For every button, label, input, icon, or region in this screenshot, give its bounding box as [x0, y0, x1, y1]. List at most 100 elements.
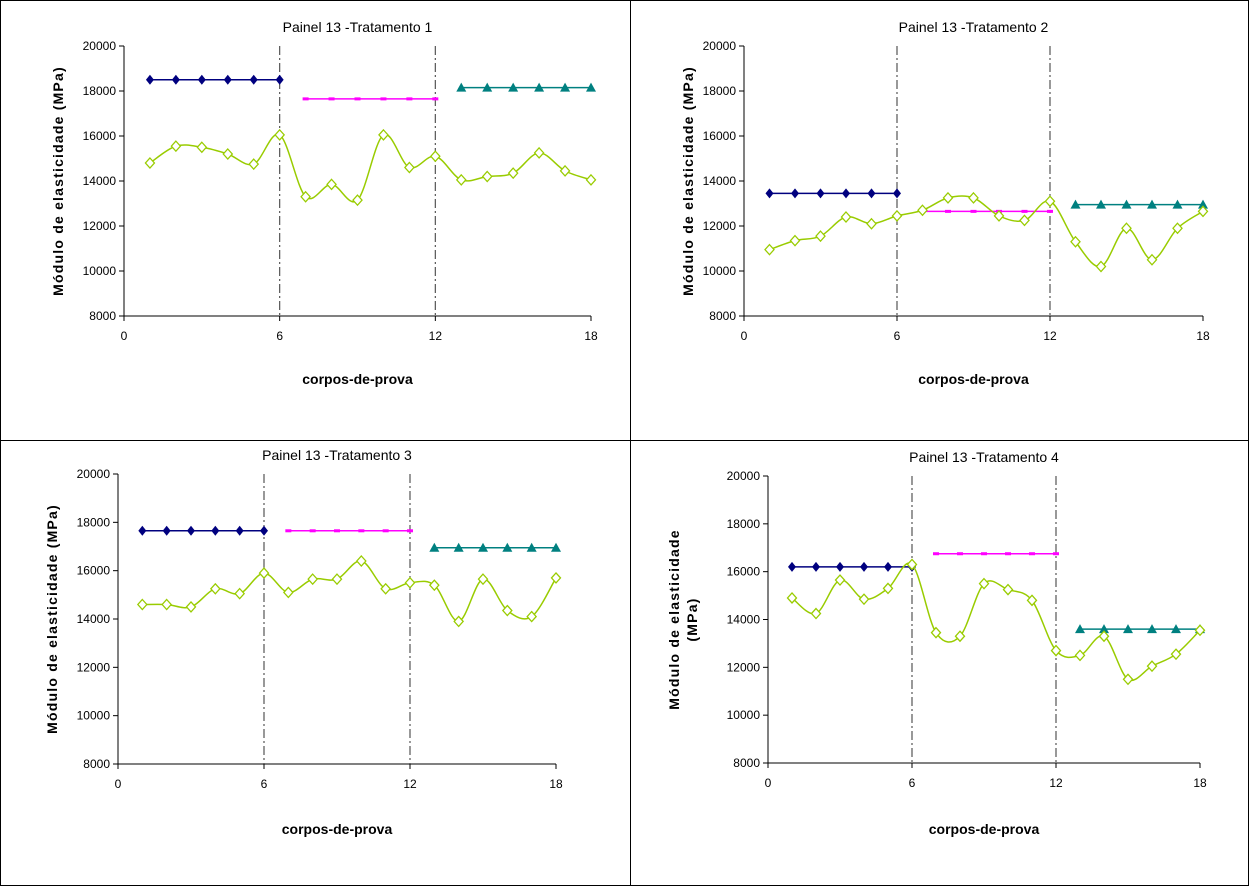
dash-marker — [309, 529, 316, 533]
diamond-marker — [211, 525, 220, 536]
y-tick-label: 14000 — [727, 613, 761, 627]
y-axis-label: Módulo de elasticidade (MPa) — [50, 66, 66, 296]
x-tick-label: 0 — [741, 329, 748, 343]
diamond-marker — [260, 525, 268, 536]
y-tick-label: 14000 — [77, 612, 111, 626]
y-tick-label: 8000 — [83, 757, 110, 771]
dash-marker — [1029, 552, 1035, 556]
dash-marker — [382, 529, 389, 533]
open-diamond-marker — [1146, 253, 1158, 266]
open-diamond-marker — [930, 626, 942, 639]
open-diamond-marker — [891, 209, 903, 222]
open-diamond-marker — [326, 178, 337, 191]
dash-marker — [407, 529, 413, 533]
open-diamond-marker — [380, 582, 392, 595]
x-tick-label: 0 — [115, 777, 122, 791]
chart-panel-3: Painel 13 -Tratamento 3 8000 10000 12000 140… — [0, 440, 631, 886]
diamond-marker — [235, 525, 244, 536]
triangle-marker — [560, 82, 571, 92]
open-diamond-marker — [858, 593, 870, 606]
chart-2: Painel 13 -Tratamento 2 8000 10000 12000 140… — [680, 19, 1210, 387]
diamond-marker — [249, 74, 258, 85]
x-tick-label: 18 — [549, 777, 563, 791]
x-axis-label: corpos-de-prova — [929, 821, 1040, 837]
open-diamond-marker — [917, 204, 928, 217]
open-diamond-marker — [786, 592, 798, 604]
chart-title: Painel 13 -Tratamento 3 — [262, 447, 412, 463]
y-tick-label: 12000 — [703, 219, 737, 233]
y-axis-label: Módulo de elasticidade (MPa) — [680, 66, 696, 296]
open-diamond-marker — [234, 587, 246, 600]
triangle-marker — [453, 542, 464, 552]
diamond-marker — [893, 188, 901, 199]
x-tick-label: 6 — [276, 329, 283, 343]
chart-1: Painel 13 -Tratamento 1 8000 10000 12000 140… — [50, 19, 598, 387]
open-diamond-marker — [882, 582, 894, 595]
chart-3: Painel 13 -Tratamento 3 8000 10000 12000 140… — [44, 447, 563, 837]
x-axis-label: corpos-de-prova — [918, 371, 1029, 387]
triangle-marker — [502, 542, 513, 552]
y-tick-label: 18000 — [77, 515, 111, 529]
diamond-marker — [867, 188, 876, 199]
y-tick-label: 8000 — [709, 309, 736, 323]
y-tick-label: 18000 — [703, 84, 737, 98]
open-diamond-marker — [209, 582, 221, 595]
dash-marker — [334, 529, 340, 533]
open-diamond-marker — [978, 577, 990, 590]
x-tick-label: 18 — [1193, 776, 1207, 790]
y-tick-label: 16000 — [727, 565, 761, 579]
x-tick-label: 0 — [765, 776, 772, 790]
open-diamond-marker — [1121, 222, 1132, 235]
y-tick-label: 16000 — [77, 564, 111, 578]
open-diamond-marker — [477, 573, 489, 586]
triangle-marker — [586, 82, 596, 92]
triangle-marker — [1121, 199, 1132, 209]
open-diamond-marker — [559, 164, 571, 177]
x-tick-label: 6 — [909, 776, 916, 790]
triangle-marker — [551, 542, 561, 552]
open-diamond-marker — [136, 598, 148, 611]
triangle-marker — [482, 82, 493, 92]
triangle-marker — [1147, 624, 1157, 634]
y-tick-label: 16000 — [703, 129, 737, 143]
y-tick-label: 10000 — [727, 708, 761, 722]
triangle-marker — [1147, 199, 1157, 209]
y-tick-label: 8000 — [89, 309, 116, 323]
dash-marker — [1021, 209, 1028, 213]
series-line-4 — [769, 195, 1204, 268]
triangle-marker — [1123, 624, 1133, 634]
x-tick-label: 6 — [261, 777, 268, 791]
triangle-marker — [456, 82, 467, 92]
triangle-marker — [429, 542, 440, 552]
open-diamond-marker — [161, 598, 173, 611]
y-tick-label: 14000 — [83, 174, 117, 188]
triangle-marker — [1070, 199, 1081, 209]
open-diamond-marker — [1146, 660, 1158, 673]
dash-marker — [354, 97, 361, 101]
open-diamond-marker — [331, 573, 343, 586]
open-diamond-marker — [404, 576, 416, 589]
open-diamond-marker — [248, 158, 260, 171]
chart-4: Painel 13 -Tratamento 4 8000 10000 12000 140… — [666, 449, 1207, 837]
open-diamond-marker — [1074, 649, 1086, 662]
x-tick-label: 0 — [121, 329, 128, 343]
open-diamond-marker — [144, 157, 156, 169]
diamond-marker — [860, 561, 868, 572]
open-diamond-marker — [942, 191, 954, 204]
diamond-marker — [816, 188, 825, 199]
open-diamond-marker — [1095, 260, 1107, 273]
y-tick-label: 14000 — [703, 174, 737, 188]
diamond-marker — [138, 525, 147, 536]
x-tick-label: 12 — [429, 329, 443, 343]
open-diamond-marker — [501, 604, 513, 617]
diamond-marker — [788, 561, 796, 572]
y-tick-label: 12000 — [83, 219, 117, 233]
y-axis-label: Módulo de elasticidade (MPa) — [44, 504, 60, 734]
open-diamond-marker — [352, 194, 363, 207]
x-tick-label: 12 — [1043, 329, 1057, 343]
dash-marker — [1047, 209, 1053, 213]
triangle-marker — [1075, 624, 1085, 634]
triangle-marker — [478, 542, 488, 552]
x-axis-label: corpos-de-prova — [282, 821, 393, 837]
